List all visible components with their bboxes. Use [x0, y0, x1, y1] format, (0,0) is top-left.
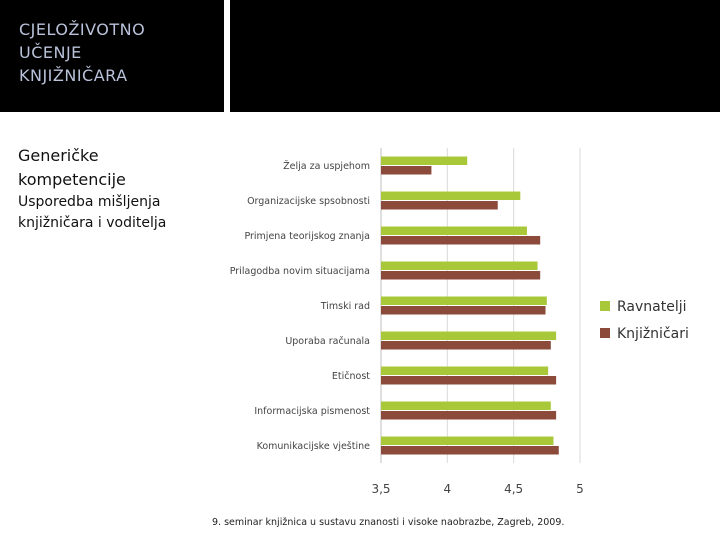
category-label: Prilagodba novim situacijama	[230, 266, 370, 277]
category-label: Uporaba računala	[285, 336, 370, 347]
bar-ravnatelji	[381, 191, 521, 200]
category-label: Organizacijske spsobnosti	[247, 196, 370, 207]
bar-knjiznicari	[381, 376, 557, 385]
bar-knjiznicari	[381, 271, 541, 280]
bar-knjiznicari	[381, 306, 546, 315]
bar-knjiznicari	[381, 166, 432, 175]
bar-knjiznicari	[381, 411, 557, 420]
x-tick-label: 4,5	[504, 482, 523, 496]
bar-ravnatelji	[381, 331, 557, 340]
bar-ravnatelji	[381, 401, 551, 410]
bar-ravnatelji	[381, 366, 549, 375]
footer-text: 9. seminar knjižnica u sustavu znanosti …	[212, 517, 565, 528]
category-label: Komunikacijske vještine	[257, 441, 371, 452]
bar-ravnatelji	[381, 436, 554, 445]
category-label: Timski rad	[320, 301, 370, 312]
x-tick-label: 3,5	[371, 482, 390, 496]
section-subheading: Usporedba mišljenja knjižničara i vodite…	[18, 194, 167, 231]
bar-knjiznicari	[381, 341, 551, 350]
category-label: Etičnost	[332, 371, 370, 382]
slide-title: CJELOŽIVOTNO UČENJE KNJIŽNIČARA	[19, 20, 146, 85]
legend-swatch-knjiznicari	[600, 328, 610, 338]
bar-knjiznicari	[381, 446, 559, 455]
bar-ravnatelji	[381, 261, 538, 270]
bar-ravnatelji	[381, 296, 547, 305]
x-tick-label: 4	[444, 482, 452, 496]
header-background	[230, 0, 720, 112]
category-label: Informacijska pismenost	[254, 406, 370, 417]
section-heading: Generičke kompetencije	[18, 146, 126, 189]
legend-swatch-ravnatelji	[600, 301, 610, 311]
title-background	[0, 0, 224, 112]
bar-knjiznicari	[381, 201, 498, 210]
x-tick-label: 5	[576, 482, 584, 496]
legend-label-ravnatelji: Ravnatelji	[617, 299, 687, 315]
bar-ravnatelji	[381, 156, 468, 165]
category-label: Primjena teorijskog znanja	[244, 231, 370, 242]
bar-ravnatelji	[381, 226, 527, 235]
category-label: Želja za uspjehom	[283, 160, 370, 172]
bar-knjiznicari	[381, 236, 541, 245]
legend-label-knjiznicari: Knjižničari	[617, 326, 689, 342]
